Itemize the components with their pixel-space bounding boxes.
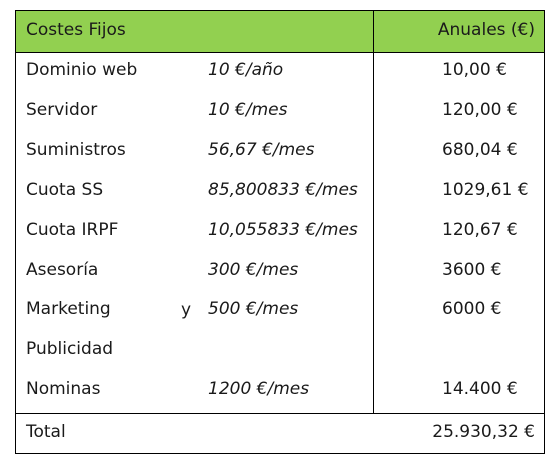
row-annual-cuota-ss: 1029,61 € (442, 180, 529, 200)
row-annual-suministros: 680,04 € (442, 140, 518, 160)
row-label-servidor: Servidor (26, 100, 98, 120)
row-rate-nominas: 1200 €/mes (208, 379, 310, 399)
table-header (16, 11, 544, 53)
row-label-cuota-irpf: Cuota IRPF (26, 220, 119, 240)
row-annual-dominio-web: 10,00 € (442, 60, 507, 80)
column-divider (373, 11, 374, 414)
row-rate-servidor: 10 €/mes (208, 100, 288, 120)
total-divider (16, 413, 544, 414)
row-annual-cuota-irpf: 120,67 € (442, 220, 518, 240)
row-annual-asesoria: 3600 € (442, 260, 502, 280)
row-label-dominio-web: Dominio web (26, 60, 138, 80)
row-annual-marketing: 6000 € (442, 299, 502, 319)
row-label-marketing: Marketing (26, 299, 111, 319)
row-label-suministros: Suministros (26, 140, 126, 160)
row-label-cuota-ss: Cuota SS (26, 180, 104, 200)
header-annual: Anuales (€) (437, 20, 535, 40)
row-annual-servidor: 120,00 € (442, 100, 518, 120)
row-rate-suministros: 56,67 €/mes (208, 140, 315, 160)
row-rate-cuota-irpf: 10,055833 €/mes (208, 220, 358, 240)
row-rate-dominio-web: 10 €/año (208, 60, 284, 80)
fixed-costs-table: Costes Fijos Anuales (€) Dominio web 10 … (15, 10, 545, 454)
row-joiner-marketing: y (181, 300, 192, 320)
total-label: Total (26, 422, 66, 442)
row-rate-cuota-ss: 85,800833 €/mes (208, 180, 358, 200)
row-rate-marketing: 500 €/mes (208, 299, 299, 319)
row-label-asesoria: Asesoría (26, 260, 99, 280)
row-annual-nominas: 14.400 € (442, 379, 518, 399)
header-label: Costes Fijos (26, 20, 126, 40)
row-rate-asesoria: 300 €/mes (208, 260, 299, 280)
row-label-nominas: Nominas (26, 379, 101, 399)
row-label-publicidad: Publicidad (26, 339, 114, 359)
total-value: 25.930,32 € (432, 422, 535, 442)
